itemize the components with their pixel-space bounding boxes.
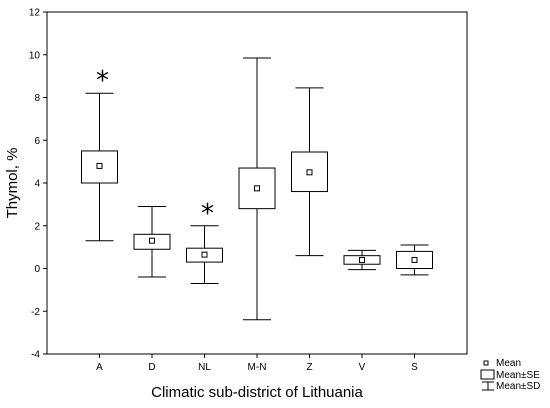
x-axis-title: Climatic sub-district of Lithuania — [151, 384, 363, 401]
y-tick-label: 6 — [34, 136, 40, 147]
y-tick-label: 10 — [29, 50, 41, 61]
box-v — [343, 249, 381, 271]
annotations: ** — [96, 66, 214, 229]
mean-marker — [96, 162, 103, 169]
legend-se-label: Mean±SE — [496, 370, 540, 381]
legend: Mean Mean±SE Mean±SD — [480, 358, 540, 392]
y-axis: -4 -2 0 2 4 6 8 10 12 — [29, 8, 47, 361]
mean-marker — [306, 169, 313, 176]
y-tick-label: 2 — [34, 221, 40, 232]
y-tick-label: -2 — [31, 307, 40, 318]
x-tick-label: Z — [306, 362, 312, 373]
box-z — [291, 87, 328, 257]
box-m-n — [238, 57, 276, 321]
box-nl — [186, 225, 223, 284]
mean-marker — [359, 256, 365, 263]
box-d — [133, 206, 171, 278]
y-tick-label: 12 — [29, 8, 41, 19]
x-tick-label: S — [411, 362, 418, 373]
mean-marker — [254, 185, 260, 192]
box-s — [396, 244, 433, 276]
mean-marker — [201, 251, 208, 258]
significance-asterisk: * — [201, 199, 214, 229]
x-tick-label: V — [359, 362, 366, 373]
y-tick-label: 4 — [34, 179, 40, 190]
y-tick-label: -4 — [31, 350, 40, 361]
box-series — [81, 57, 433, 321]
x-tick-label: NL — [198, 362, 211, 373]
y-tick-label: 8 — [34, 93, 40, 104]
box-a — [81, 92, 118, 242]
legend-se-marker — [480, 369, 495, 380]
x-axis: A D NL M-N Z V S — [96, 354, 418, 373]
legend-sd-label: Mean±SD — [496, 381, 540, 392]
y-axis-title: Thymol, % — [4, 148, 21, 219]
significance-asterisk: * — [96, 66, 109, 96]
mean-marker — [149, 237, 155, 244]
mean-marker — [411, 256, 418, 263]
x-tick-label: D — [148, 362, 155, 373]
y-tick-label: 0 — [34, 264, 40, 275]
x-tick-label: M-N — [248, 362, 267, 373]
legend-sd-marker — [482, 381, 494, 391]
x-tick-label: A — [96, 362, 103, 373]
legend-mean-label: Mean — [496, 358, 521, 369]
legend-mean-marker — [483, 360, 489, 366]
